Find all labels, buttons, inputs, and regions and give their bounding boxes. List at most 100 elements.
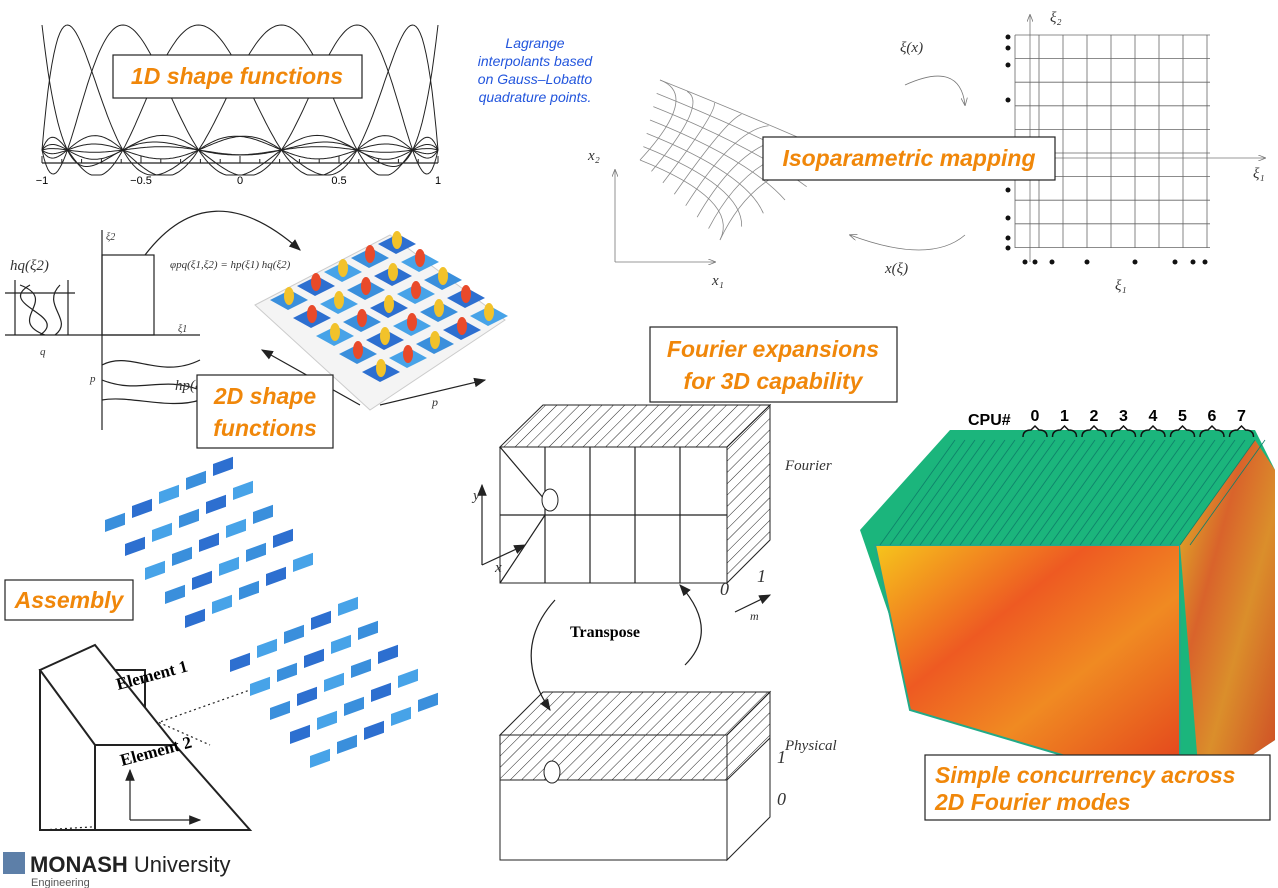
shape-patch: [186, 471, 206, 490]
note-line: on Gauss–Lobatto: [478, 71, 593, 87]
two-d-title: functions: [213, 415, 317, 441]
fourier-title: Fourier expansions: [667, 336, 879, 362]
shape-peak: [407, 313, 417, 331]
cpu-id: 7: [1237, 408, 1246, 425]
cpu-id: 1: [1060, 408, 1069, 425]
iso-label: x₂: [587, 148, 600, 164]
logo-text: University: [128, 852, 231, 877]
cpu-id: 5: [1178, 408, 1187, 425]
shape-patch: [270, 701, 290, 720]
gll-point: [1006, 188, 1011, 193]
iso-title: Isoparametric mapping: [782, 145, 1035, 171]
cpu-slabs: [860, 430, 1275, 790]
shape-patch: [351, 659, 371, 678]
shape-patch: [206, 495, 226, 514]
fourier-label: m: [750, 609, 759, 623]
gll-point: [1006, 98, 1011, 103]
shape-peak: [330, 323, 340, 341]
axis-tick-label: −0.5: [130, 175, 152, 187]
shape-patch: [338, 597, 358, 616]
shape-patch: [293, 553, 313, 572]
shape-peak: [353, 341, 363, 359]
fourier-label: x: [494, 560, 502, 576]
grid-line: [640, 80, 676, 160]
shape-patch: [310, 749, 330, 768]
two-d-label: ξ1: [178, 324, 187, 335]
gll-point: [1050, 260, 1055, 265]
shape-peak: [461, 285, 471, 303]
one-d-title: 1D shape functions: [131, 63, 343, 89]
shape-patch: [304, 649, 324, 668]
shape-peak: [284, 287, 294, 305]
shape-patch: [371, 683, 391, 702]
fourier-label: 1: [777, 747, 786, 767]
cpu-id: 6: [1208, 408, 1217, 425]
one-d-plot: −1−0.500.51: [36, 25, 441, 187]
shape-patch: [257, 639, 277, 658]
shape-patch: [192, 571, 212, 590]
transpose-label: Transpose: [570, 624, 640, 641]
shape-patch: [165, 585, 185, 604]
shape-patch: [391, 707, 411, 726]
cpu-id: 4: [1149, 408, 1158, 425]
shape-patch: [290, 725, 310, 744]
shape-peak: [361, 277, 371, 295]
iso-label: ξ₁: [1253, 166, 1265, 182]
cpu-id: 0: [1031, 408, 1040, 425]
shape-patch: [266, 567, 286, 586]
axis-tick-label: 0.5: [331, 175, 346, 187]
axis-tick-label: 0: [237, 175, 243, 187]
iso-label: ξ₂: [1050, 10, 1062, 26]
shape-peak: [484, 303, 494, 321]
shape-patch: [378, 645, 398, 664]
gll-point: [1203, 260, 1208, 265]
shape-patch: [277, 663, 297, 682]
shape-patch: [358, 621, 378, 640]
shape-patch: [344, 697, 364, 716]
shape-patch: [145, 561, 165, 580]
cpu-label: CPU#: [968, 412, 1011, 429]
shape-patch: [331, 635, 351, 654]
grid-line: [640, 160, 723, 240]
shape-patch: [159, 485, 179, 504]
iso-label: ξ₁: [1115, 278, 1127, 294]
shape-peak: [434, 299, 444, 317]
shape-patch: [199, 533, 219, 552]
shape-peak: [388, 263, 398, 281]
shape-peak: [376, 359, 386, 377]
two-d-label: p: [89, 373, 96, 385]
shape-patch: [185, 609, 205, 628]
shape-peak: [403, 345, 413, 363]
two-d-label: p: [431, 395, 438, 409]
shape-peak: [307, 305, 317, 323]
assembly-title: Assembly: [14, 587, 125, 613]
shape-peak: [415, 249, 425, 267]
shape-patch: [233, 481, 253, 500]
shape-peak: [438, 267, 448, 285]
fourier-label: Fourier: [784, 458, 832, 474]
gll-point: [1006, 63, 1011, 68]
note-line: quadrature points.: [479, 89, 592, 105]
shape-patch: [212, 595, 232, 614]
iso-label: ξ(x): [900, 40, 923, 56]
logo-text: MONASH: [30, 852, 128, 877]
shape-patch: [179, 509, 199, 528]
two-d-title: 2D shape: [213, 383, 316, 409]
shape-peak: [311, 273, 321, 291]
shape-peak: [457, 317, 467, 335]
gll-point: [1006, 46, 1011, 51]
shape-patch: [273, 529, 293, 548]
logo: MONASH University Engineering: [3, 852, 230, 888]
shape-peak: [384, 295, 394, 313]
shape-patch: [246, 543, 266, 562]
two-d-label: hq(ξ2): [10, 258, 49, 274]
fourier-label: Physical: [784, 738, 837, 754]
two-d-label: ξ2: [106, 232, 115, 243]
fourier-title: for 3D capability: [684, 368, 864, 394]
shape-patch: [226, 519, 246, 538]
shape-patch: [284, 625, 304, 644]
shape-patch: [398, 669, 418, 688]
shape-peak: [430, 331, 440, 349]
shape-peak: [338, 259, 348, 277]
shape-peak: [365, 245, 375, 263]
